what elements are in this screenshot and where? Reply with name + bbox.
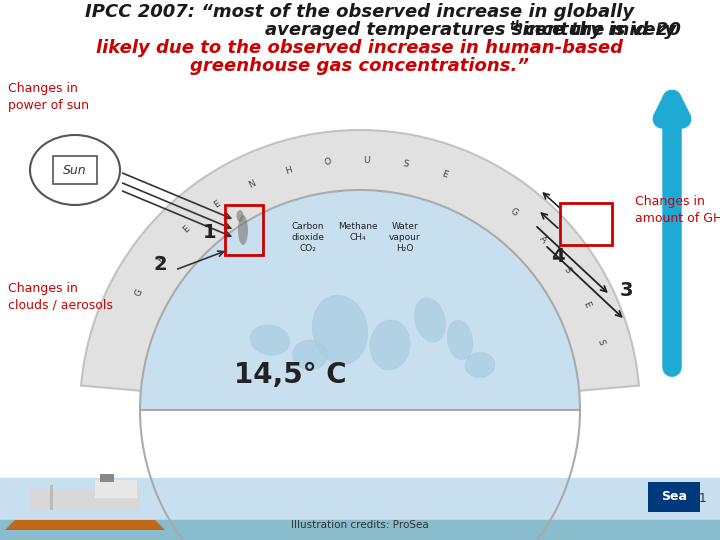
Text: th: th [510, 20, 524, 33]
Text: Illustration credits: ProSea: Illustration credits: ProSea [291, 520, 429, 530]
Ellipse shape [370, 320, 410, 370]
Polygon shape [5, 520, 165, 530]
Text: Changes in
power of sun: Changes in power of sun [8, 82, 89, 112]
Text: G: G [134, 287, 145, 298]
Bar [53, 156, 97, 184]
Bar [100, 474, 114, 482]
Text: averaged temperatures since the mid-20: averaged temperatures since the mid-20 [265, 21, 681, 39]
Text: likely due to the observed increase in human-based: likely due to the observed increase in h… [96, 39, 624, 57]
Text: E: E [212, 199, 222, 210]
Text: S: S [562, 265, 572, 275]
Text: Changes in
clouds / aerosols: Changes in clouds / aerosols [8, 282, 113, 312]
Text: IPCC 2007: “most of the observed increase in globally: IPCC 2007: “most of the observed increas… [86, 3, 634, 21]
Text: U: U [364, 156, 370, 165]
Text: G: G [508, 207, 519, 218]
Text: E: E [181, 225, 192, 235]
Bar [95, 480, 137, 498]
Ellipse shape [236, 210, 243, 222]
Wedge shape [140, 190, 580, 410]
Text: E: E [440, 170, 449, 180]
Text: century is very: century is very [518, 21, 676, 39]
Wedge shape [81, 130, 639, 392]
Text: N: N [247, 179, 256, 190]
Text: R: R [155, 254, 166, 265]
Ellipse shape [447, 320, 473, 360]
Text: Carbon
dioxide
CO₂: Carbon dioxide CO₂ [292, 222, 325, 253]
Text: E: E [582, 300, 592, 309]
Ellipse shape [312, 295, 368, 365]
Text: Water
vapour
H₂O: Water vapour H₂O [390, 222, 420, 253]
Text: S: S [402, 159, 410, 169]
Bar [560, 203, 612, 245]
Text: greenhouse gas concentrations.”: greenhouse gas concentrations.” [191, 57, 529, 75]
Text: A: A [537, 234, 548, 245]
Text: 14,5° C: 14,5° C [234, 361, 346, 389]
Text: H: H [284, 165, 293, 176]
Ellipse shape [250, 325, 290, 355]
Text: 1: 1 [203, 222, 217, 241]
Text: Sea: Sea [661, 490, 687, 503]
Text: Sun: Sun [63, 164, 87, 177]
Text: O: O [323, 157, 331, 167]
Text: S: S [595, 338, 606, 346]
Ellipse shape [238, 215, 248, 245]
Ellipse shape [415, 298, 446, 342]
Ellipse shape [292, 340, 328, 370]
Text: 4: 4 [552, 247, 564, 267]
Bar [30, 490, 140, 510]
Text: Methane
CH₄: Methane CH₄ [338, 222, 378, 242]
Text: Changes in
amount of GHG: Changes in amount of GHG [635, 195, 720, 225]
Bar [648, 482, 700, 512]
Text: 11: 11 [692, 491, 708, 504]
Bar [50, 485, 53, 510]
Text: 2: 2 [153, 255, 167, 274]
Ellipse shape [465, 353, 495, 377]
Bar [225, 205, 263, 255]
Text: 3: 3 [620, 280, 634, 300]
